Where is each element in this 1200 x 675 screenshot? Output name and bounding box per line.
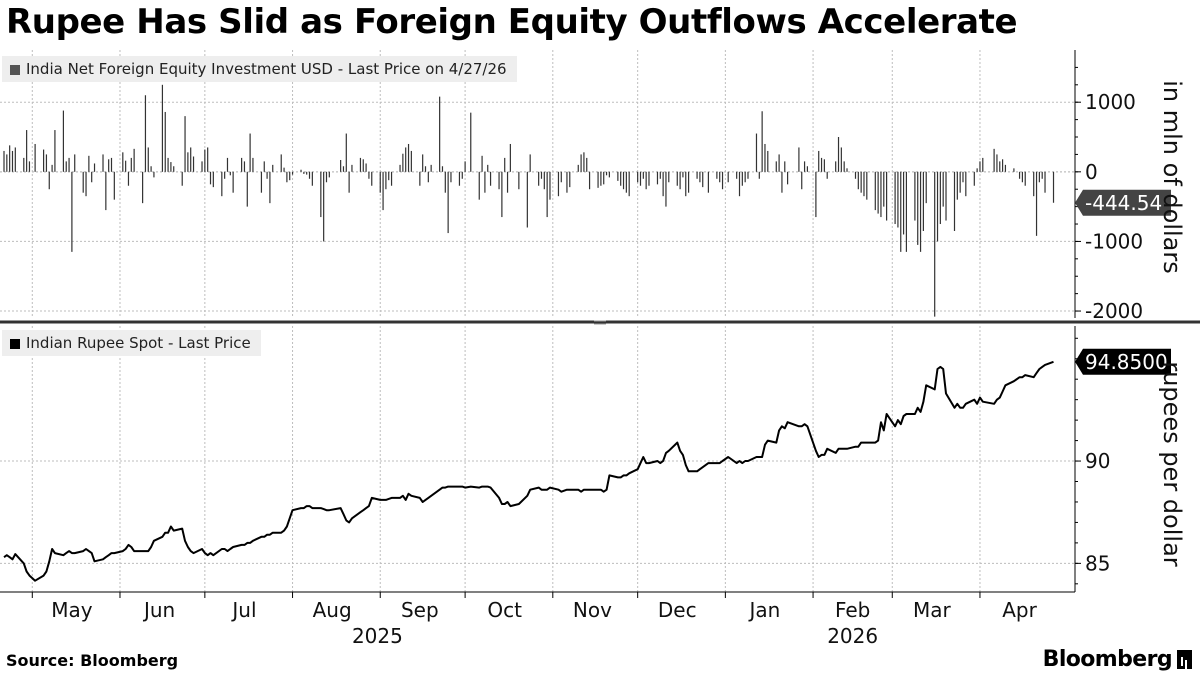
source-note: Source: Bloomberg [6, 651, 179, 670]
grid-lines [0, 50, 1075, 592]
bar-series [3, 84, 1055, 317]
x-tick-label-month: Mar [913, 598, 952, 622]
x-tick-label-year: 2025 [352, 624, 403, 648]
brand-wordmark: Bloomberg [1042, 647, 1173, 672]
y-axis-label-bottom: rupees per dollar [1158, 361, 1186, 567]
terminal-icon [1177, 650, 1192, 669]
x-tick-label-month: Nov [573, 598, 612, 622]
x-tick-label-month: Oct [487, 598, 522, 622]
page-title: Rupee Has Slid as Foreign Equity Outflow… [6, 2, 1018, 42]
x-tick-label-month: Apr [1002, 598, 1037, 622]
legend-top-swatch [10, 65, 20, 75]
legend-bottom-label: Indian Rupee Spot - Last Price [26, 334, 251, 352]
x-tick-label-year: 2026 [827, 624, 878, 648]
legend-bottom: Indian Rupee Spot - Last Price [2, 330, 261, 356]
legend-bottom-swatch [10, 339, 20, 349]
x-tick-label-month: Dec [658, 598, 697, 622]
last-value-tag-top-shape [1075, 189, 1171, 216]
axes [0, 50, 1200, 598]
last-value-tag-bottom-text: 94.8500 [1085, 350, 1168, 374]
last-value-tag-bottom: 94.8500 [1075, 348, 1171, 375]
line-series [3, 360, 1054, 582]
y-tick-label-top: 1000 [1085, 90, 1136, 114]
rupee-line [3, 360, 1054, 582]
axis-tick-labels: 1000 0 -1000 -2000 90 85 May Jun Jul Aug Sep Oct Nov… [51, 90, 1171, 648]
y-tick-label-top: -1000 [1085, 229, 1143, 253]
legend-top-label: India Net Foreign Equity Investment USD … [26, 60, 507, 78]
last-value-tag-top-text: -444.54 [1085, 191, 1162, 215]
x-tick-label-month: Jun [142, 598, 175, 622]
last-value-tag-top: -444.54 [1075, 189, 1171, 216]
legend-top: India Net Foreign Equity Investment USD … [2, 56, 517, 82]
x-tick-label-month: Jul [230, 598, 256, 622]
y-axis-label-top: in mln of dollars [1158, 80, 1186, 274]
x-tick-label-month: Sep [401, 598, 439, 622]
y-tick-label-top: -2000 [1085, 299, 1143, 323]
x-tick-label-month: Aug [313, 598, 352, 622]
x-tick-label-month: Feb [835, 598, 870, 622]
x-tick-label-month: Jan [748, 598, 781, 622]
last-value-tag-bottom-shape [1075, 348, 1171, 375]
y-tick-label-bottom: 85 [1085, 551, 1110, 575]
x-tick-label-month: May [51, 598, 93, 622]
y-tick-label-bottom: 90 [1085, 449, 1110, 473]
brand-logo: Bloomberg [1043, 647, 1192, 672]
y-tick-label-top: 0 [1085, 160, 1098, 184]
